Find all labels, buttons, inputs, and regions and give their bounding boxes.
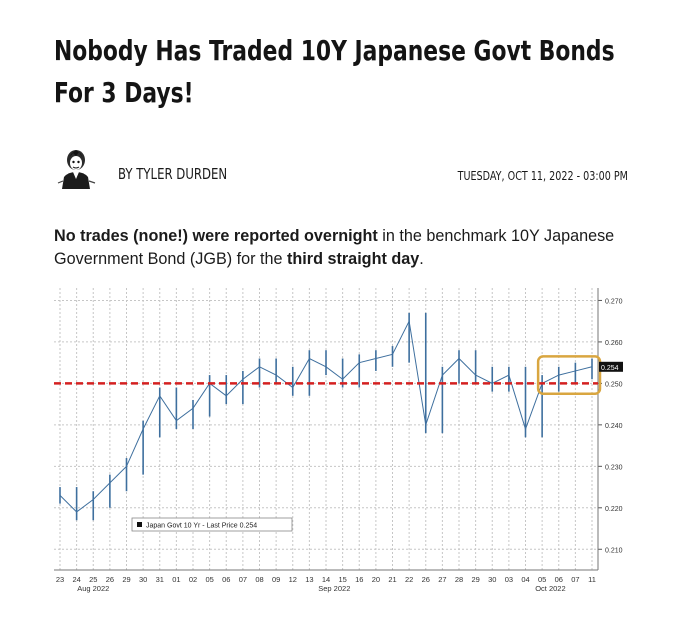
x-tick-label: 26: [106, 575, 114, 584]
y-tick-label: 0.230: [605, 464, 623, 471]
x-tick-label: 15: [338, 575, 346, 584]
byline: BY TYLER DURDEN TUESDAY, OCT 11, 2022 - …: [54, 145, 628, 191]
y-tick-label: 0.260: [605, 340, 623, 347]
x-tick-label: 12: [289, 575, 297, 584]
x-tick-label: 05: [538, 575, 546, 584]
x-tick-label: 28: [455, 575, 463, 584]
x-tick-label: 24: [72, 575, 80, 584]
x-tick-label: 29: [471, 575, 479, 584]
x-tick-label: 03: [505, 575, 513, 584]
x-tick-label: 30: [139, 575, 147, 584]
x-tick-label: 14: [322, 575, 330, 584]
x-tick-label: 27: [438, 575, 446, 584]
jgb-chart: 0.270 0.260 0.250 0.240 0.230 0.220 0.210 23 24 2…: [52, 282, 628, 612]
x-tick-label: 02: [189, 575, 197, 584]
x-month-label: Sep 2022: [318, 584, 350, 593]
y-tick-label: 0.250: [605, 381, 623, 388]
x-tick-label: 30: [488, 575, 496, 584]
author-avatar-icon[interactable]: [54, 145, 98, 189]
lead-text-1: in the benchmark 10Y Japanese Government…: [54, 227, 615, 268]
lead-bold-2: third straight day: [287, 250, 420, 268]
jgb-chart-svg: 0.270 0.260 0.250 0.240 0.230 0.220 0.210 23 24 2…: [52, 282, 628, 612]
highlight-box: [536, 355, 602, 395]
x-tick-label: 06: [555, 575, 563, 584]
x-tick-label: 20: [372, 575, 380, 584]
x-month-label: Aug 2022: [77, 584, 109, 593]
legend-box: [131, 517, 293, 532]
author-name-link[interactable]: BY TYLER DURDEN: [118, 165, 228, 183]
x-tick-label: 06: [222, 575, 230, 584]
chart-background: [52, 282, 628, 612]
x-tick-label: 31: [156, 575, 164, 584]
x-tick-label: 26: [422, 575, 430, 584]
y-tick-label: 0.240: [605, 423, 623, 430]
x-tick-label: 09: [272, 575, 280, 584]
y-tick-label: 0.220: [605, 506, 623, 513]
x-tick-label: 01: [172, 575, 180, 584]
y-tick-label: 0.210: [605, 547, 623, 554]
x-tick-label: 08: [255, 575, 263, 584]
x-tick-label: 04: [521, 575, 529, 584]
y-tick-label: 0.270: [605, 298, 623, 305]
x-tick-label: 23: [56, 575, 64, 584]
lead-bold-1: No trades (none!) were reported overnigh…: [54, 227, 378, 245]
x-tick-label: 13: [305, 575, 313, 584]
x-tick-label: 11: [588, 575, 596, 584]
legend-label: Japan Govt 10 Yr - Last Price 0.254: [146, 523, 257, 530]
x-tick-label: 07: [571, 575, 579, 584]
x-tick-label: 25: [89, 575, 97, 584]
price-line: [59, 319, 593, 513]
x-tick-label: 21: [388, 575, 396, 584]
legend-swatch: [137, 522, 142, 527]
article-lead-paragraph: No trades (none!) were reported overnigh…: [54, 225, 634, 271]
x-tick-label: 22: [405, 575, 413, 584]
publish-date: TUESDAY, OCT 11, 2022 - 03:00 PM: [457, 169, 628, 183]
last-price-value: 0.254: [601, 365, 619, 372]
article-headline: Nobody Has Traded 10Y Japanese Govt Bond…: [54, 34, 615, 109]
x-tick-label: 16: [355, 575, 363, 584]
x-month-label: Oct 2022: [535, 584, 565, 593]
x-tick-label: 07: [239, 575, 247, 584]
last-price-tag: [599, 361, 623, 372]
x-tick-label: 29: [122, 575, 130, 584]
lead-text-2: .: [419, 250, 424, 268]
x-tick-label: 05: [205, 575, 213, 584]
